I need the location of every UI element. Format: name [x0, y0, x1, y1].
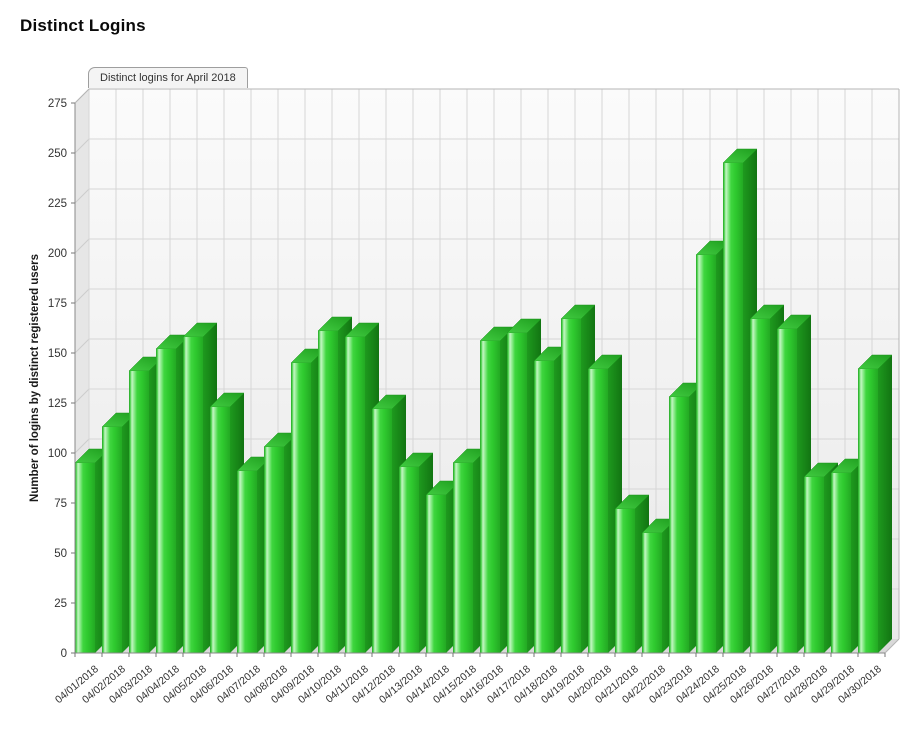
bar-04/30/2018	[857, 354, 893, 653]
y-tick-label: 75	[54, 498, 67, 510]
y-axis: 0 25 50 75 100 125 150 175 200 225 250 275	[48, 98, 75, 660]
y-tick-label: 25	[54, 598, 67, 610]
y-tick-label: 275	[48, 98, 67, 110]
plot-border	[74, 88, 900, 654]
y-tick-label: 0	[61, 648, 67, 660]
bars	[74, 148, 893, 653]
y-tick-label: 225	[48, 198, 67, 210]
y-tick-label: 175	[48, 298, 67, 310]
y-tick-label: 125	[48, 398, 67, 410]
y-tick-label: 200	[48, 248, 67, 260]
y-tick-label: 250	[48, 148, 67, 160]
page-title: Distinct Logins	[20, 16, 146, 35]
chart-tab: Distinct logins for April 2018	[88, 67, 248, 88]
x-axis: 04/01/201804/02/201804/03/201804/04/2018…	[53, 653, 886, 706]
y-tick-label: 150	[48, 348, 67, 360]
y-tick-label: 50	[54, 548, 67, 560]
y-tick-label: 100	[48, 448, 67, 460]
y-axis-title: Number of logins by distinct registered …	[29, 254, 41, 502]
